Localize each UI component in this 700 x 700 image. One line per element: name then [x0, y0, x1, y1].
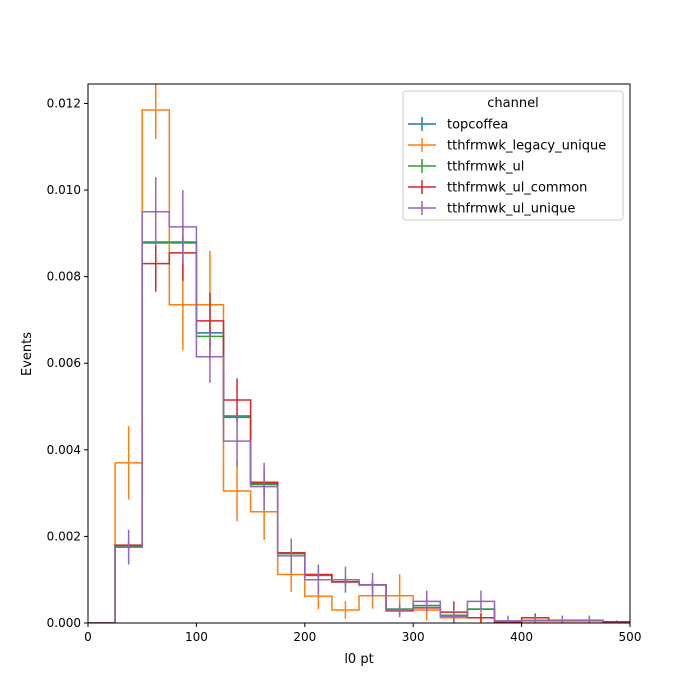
x-tick-label: 100	[185, 630, 208, 644]
series-tthfrmwk_ul_unique	[88, 177, 630, 623]
x-tick-label: 300	[402, 630, 425, 644]
series-layer	[88, 84, 630, 623]
legend-label: tthfrmwk_ul_unique	[447, 202, 575, 217]
legend-label: tthfrmwk_legacy_unique	[447, 139, 606, 154]
x-tick-label: 500	[619, 630, 642, 644]
axis-layer: 0 100 200 300 400 500 0.000 0.002 0.004 0.006 0.00…	[47, 96, 642, 644]
legend-title: channel	[487, 96, 538, 111]
x-axis-label: l0 pt	[344, 652, 373, 667]
y-tick-label: 0.000	[47, 616, 81, 630]
plot-frame	[87, 83, 631, 624]
y-tick-label: 0.010	[47, 183, 81, 197]
legend-frame	[402, 90, 624, 221]
y-axis-label: Events	[20, 332, 35, 376]
y-tick-label: 0.012	[47, 96, 81, 110]
x-tick-label: 0	[84, 630, 92, 644]
legend-label: topcoffea	[447, 118, 508, 133]
x-tick-label: 400	[510, 630, 533, 644]
y-tick-label: 0.004	[47, 443, 81, 457]
x-tick-label: 200	[293, 630, 316, 644]
legend-label: tthfrmwk_ul_common	[447, 181, 587, 196]
y-tick-label: 0.008	[47, 270, 81, 284]
y-tick-label: 0.006	[47, 356, 81, 370]
legend-label: tthfrmwk_ul	[447, 160, 524, 175]
legend: channel topcoffea tthfrmwk_legacy_uniquet…	[402, 90, 624, 221]
y-tick-label: 0.002	[47, 529, 81, 543]
